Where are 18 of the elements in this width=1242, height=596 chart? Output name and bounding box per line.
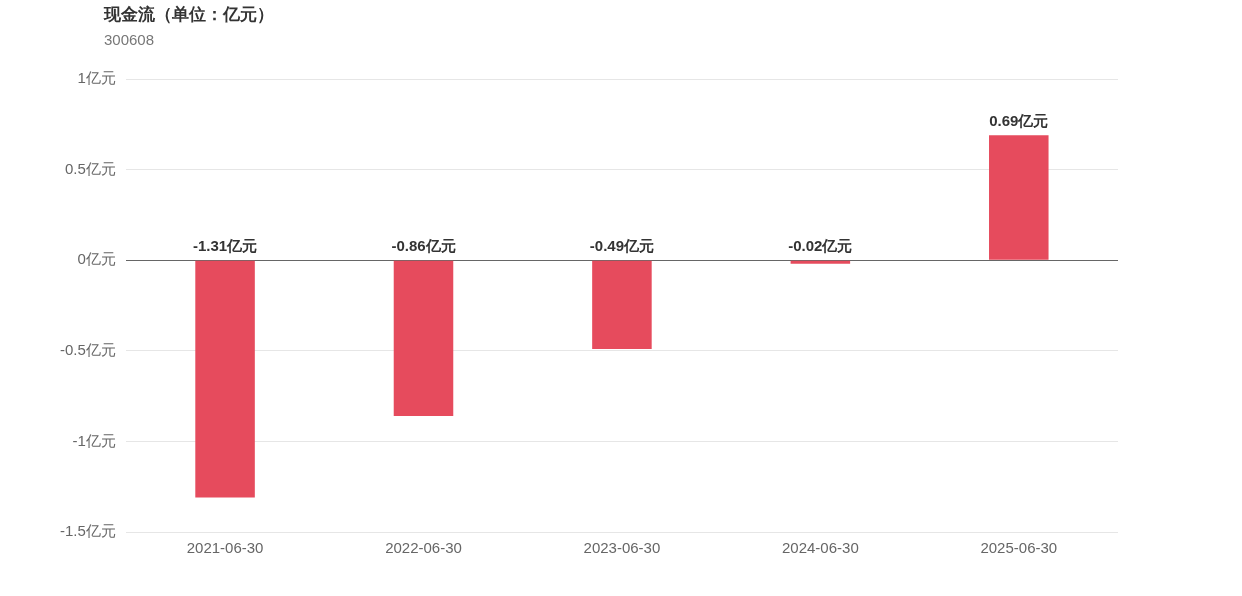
data-label: -0.86亿元 [391, 236, 456, 254]
x-tick-label: 2021-06-30 [186, 539, 264, 557]
y-tick-label: 0.5亿元 [64, 159, 116, 177]
data-label: -0.02亿元 [788, 236, 853, 254]
x-tick-label: 2023-06-30 [583, 539, 661, 557]
y-tick-label: -1.5亿元 [59, 522, 116, 540]
x-tick-label: 2025-06-30 [980, 539, 1058, 557]
y-tick-label: -1亿元 [72, 431, 116, 449]
y-tick-label: 0亿元 [77, 250, 116, 268]
data-label: -1.31亿元 [192, 236, 258, 254]
chart-subtitle: 300608 [104, 31, 155, 48]
x-tick-label: 2024-06-30 [781, 539, 859, 557]
chart-title: 现金流（单位：亿元） [104, 4, 274, 26]
y-tick-label: -0.5亿元 [59, 340, 116, 358]
data-label: 0.69亿元 [989, 111, 1049, 129]
x-tick-label: 2022-06-30 [385, 539, 462, 557]
data-label: -0.49亿元 [589, 236, 655, 254]
y-tick-label: 1亿元 [77, 69, 116, 87]
